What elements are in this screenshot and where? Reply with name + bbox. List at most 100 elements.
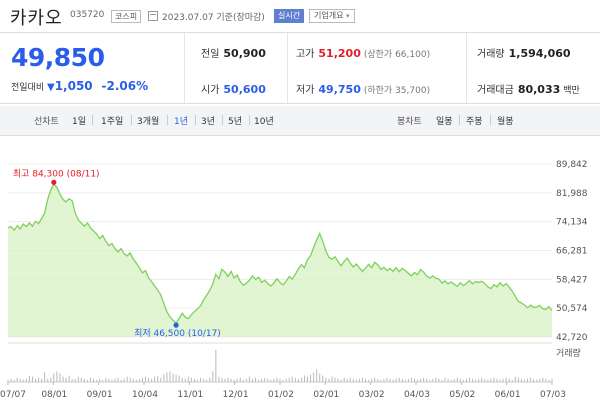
volume-bar xyxy=(157,375,159,382)
period-tab-1w[interactable]: 1주일 xyxy=(101,117,124,127)
volume-bar xyxy=(175,374,177,382)
volume-bar xyxy=(459,378,461,382)
stock-code: 035720 xyxy=(70,10,105,20)
volume-bar xyxy=(413,378,415,382)
volume-bar xyxy=(288,377,290,382)
stock-name: 카카오 xyxy=(10,8,63,29)
volume-bar xyxy=(56,371,58,382)
volume-bar xyxy=(86,379,88,382)
volume-bar xyxy=(276,377,278,382)
volume-bar xyxy=(193,378,195,382)
volume-bar xyxy=(401,378,403,382)
volume-bar xyxy=(31,376,33,382)
volume-bar xyxy=(111,379,113,382)
period-tab-1d[interactable]: 1일 xyxy=(72,117,87,127)
volume-bar xyxy=(551,378,553,382)
volume-bar xyxy=(358,378,360,382)
divider xyxy=(131,115,132,125)
period-tab-10y[interactable]: 10년 xyxy=(254,117,274,127)
line-chart-label: 선차트 xyxy=(34,117,59,127)
volume-bar xyxy=(407,378,409,382)
volume: 거래량 1,594,060 xyxy=(477,47,571,60)
volume-bar xyxy=(371,378,373,382)
volume-bar xyxy=(420,378,422,382)
y-tick-label: 81,988 xyxy=(556,189,588,199)
trade-amount: 거래대금 80,033 백만 xyxy=(477,83,580,96)
candle-tab-weekly[interactable]: 주봉 xyxy=(466,117,483,127)
day-low: 저가 49,750 (하한가 35,700) xyxy=(296,83,431,96)
volume-bar xyxy=(456,377,458,382)
volume-bar xyxy=(74,378,76,382)
period-tab-1y[interactable]: 1년 xyxy=(174,117,189,127)
volume-bar xyxy=(129,377,131,382)
x-tick-label: 07/07 xyxy=(0,390,26,400)
volume-bar xyxy=(383,378,385,382)
volume-bar xyxy=(410,377,412,382)
corp-overview-button[interactable]: 기업개요 ▾ xyxy=(309,9,355,23)
y-tick-label: 66,281 xyxy=(556,247,588,257)
candle-tab-monthly[interactable]: 월봉 xyxy=(497,117,514,127)
volume-bar xyxy=(374,377,376,382)
volume-bar xyxy=(99,378,101,382)
volume-bar xyxy=(447,378,449,382)
period-tab-3m[interactable]: 3개월 xyxy=(137,117,160,127)
volume-bar xyxy=(435,377,437,382)
period-tab-3y[interactable]: 3년 xyxy=(201,117,216,127)
volume-bar xyxy=(450,379,452,382)
volume-bar xyxy=(453,378,455,382)
volume-bar xyxy=(114,378,116,382)
volume-bar xyxy=(533,378,535,382)
volume-bar xyxy=(511,379,513,382)
volume-bar xyxy=(462,379,464,382)
period-tab-5y[interactable]: 5년 xyxy=(228,117,243,127)
chart-tabs: 선차트 1일 1주일 3개월 1년 3년 5년 10년 봉차트 일봉 주봉 월봉 xyxy=(0,106,600,136)
volume-bar xyxy=(151,378,153,382)
max-point-marker xyxy=(51,179,57,185)
volume-bar xyxy=(261,378,263,382)
volume-bar xyxy=(172,373,174,382)
volume-bar xyxy=(53,373,55,382)
volume-bar xyxy=(22,379,24,382)
volume-bar xyxy=(10,378,12,382)
volume-bar xyxy=(59,373,61,382)
volume-bar xyxy=(230,378,232,382)
volume-bar xyxy=(178,375,180,382)
current-price: 49,850 xyxy=(11,43,105,72)
x-tick-label: 01/02 xyxy=(268,390,294,400)
volume-bar xyxy=(285,378,287,382)
volume-bar xyxy=(502,378,504,382)
volume-bar xyxy=(475,379,477,382)
volume-bar xyxy=(90,377,92,382)
min-annotation: 최저 46,500 (10/17) xyxy=(134,328,221,339)
volume-bar xyxy=(530,377,532,382)
volume-bar xyxy=(206,379,208,382)
volume-bar xyxy=(77,376,79,382)
volume-bar xyxy=(362,377,364,382)
divider xyxy=(222,115,223,125)
x-tick-label: 12/01 xyxy=(223,390,249,400)
volume-bar xyxy=(389,378,391,382)
volume-bar xyxy=(163,374,165,382)
candle-tab-daily[interactable]: 일봉 xyxy=(436,117,453,127)
date-text: 2023.07.07 기준(장마감) xyxy=(162,13,265,23)
volume-bar xyxy=(487,379,489,382)
volume-bar xyxy=(386,377,388,382)
volume-bar xyxy=(28,375,30,382)
realtime-button[interactable]: 실시간 xyxy=(274,9,305,23)
volume-bar xyxy=(255,377,257,382)
price-chart[interactable]: 89,842 81,988 74,134 66,281 58,427 50,574 42,7… xyxy=(0,150,600,410)
max-annotation: 최고 84,300 (08/11) xyxy=(13,168,100,179)
volume-bar xyxy=(465,378,467,382)
volume-bar xyxy=(368,379,370,382)
x-tick-label: 03/02 xyxy=(359,390,385,400)
volume-bar xyxy=(523,379,525,382)
x-axis: 07/07 08/01 09/01 10/04 11/01 12/01 01/02 02/01… xyxy=(0,382,566,400)
volume-bar xyxy=(123,378,125,382)
volume-bar xyxy=(245,378,247,382)
volume-bar xyxy=(548,379,550,382)
volume-bar xyxy=(426,378,428,382)
volume-bar xyxy=(248,376,250,382)
volume-bar xyxy=(536,379,538,382)
volume-bar xyxy=(398,377,400,382)
x-tick-label: 07/03 xyxy=(540,390,566,400)
